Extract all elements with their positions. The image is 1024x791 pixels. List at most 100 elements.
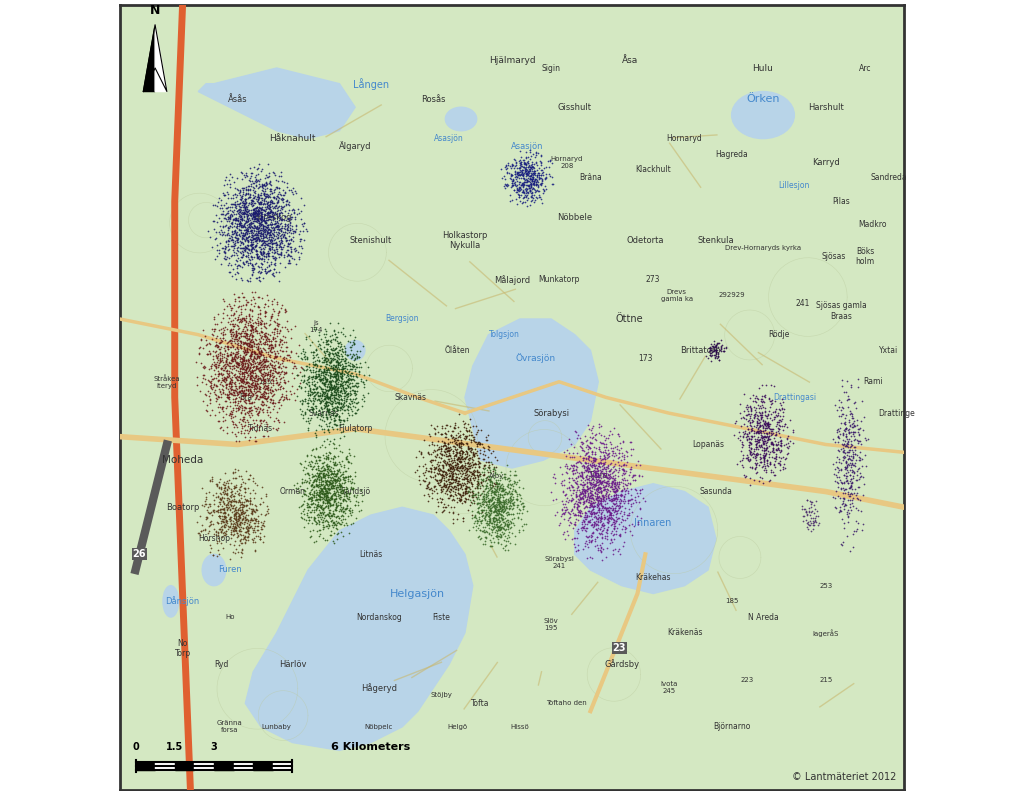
Point (265, 341, 282, 354)
Point (232, 221, 249, 233)
Point (234, 166, 251, 179)
Point (260, 233, 276, 245)
Point (741, 401, 758, 414)
Point (241, 243, 257, 255)
Point (279, 240, 295, 253)
Point (467, 510, 483, 523)
Point (225, 388, 242, 401)
Point (573, 516, 590, 528)
Point (288, 222, 304, 235)
Point (327, 433, 343, 445)
Point (339, 499, 355, 512)
Point (245, 209, 261, 221)
Point (449, 448, 465, 460)
Point (312, 395, 329, 407)
Point (583, 489, 599, 501)
Point (767, 429, 783, 441)
Point (316, 354, 333, 366)
Point (306, 386, 323, 399)
Point (240, 365, 256, 378)
Point (256, 192, 272, 205)
Point (513, 169, 529, 182)
Point (275, 252, 292, 264)
Point (223, 411, 240, 424)
Point (255, 271, 271, 284)
Point (517, 174, 534, 187)
Point (271, 324, 288, 336)
Point (237, 312, 253, 325)
Point (297, 331, 313, 343)
Point (598, 464, 614, 477)
Point (339, 400, 355, 413)
Point (840, 452, 856, 465)
Point (227, 404, 244, 417)
Point (754, 411, 770, 423)
Point (213, 257, 229, 270)
Point (446, 454, 463, 467)
Point (244, 221, 260, 233)
Point (492, 500, 508, 513)
Point (751, 434, 767, 447)
Point (741, 416, 758, 429)
Point (757, 388, 773, 401)
Point (317, 468, 334, 481)
Point (310, 489, 327, 501)
Point (425, 471, 441, 483)
Point (237, 403, 253, 416)
Point (447, 437, 464, 449)
Point (242, 423, 258, 436)
Point (587, 465, 603, 478)
Point (207, 323, 223, 335)
Point (807, 513, 823, 526)
Point (274, 225, 291, 238)
Point (246, 177, 262, 190)
Point (589, 531, 605, 543)
Point (330, 340, 346, 353)
Point (843, 459, 859, 471)
Point (340, 376, 356, 388)
Point (633, 512, 649, 524)
Point (835, 445, 851, 457)
Point (483, 489, 500, 501)
Point (237, 515, 253, 528)
Point (231, 402, 248, 414)
Point (336, 505, 352, 517)
Text: Alby: Alby (488, 473, 504, 479)
Point (466, 457, 482, 470)
Point (256, 366, 272, 379)
Point (473, 532, 489, 544)
Point (217, 327, 233, 340)
Point (803, 517, 819, 529)
Point (251, 217, 267, 229)
Point (318, 461, 335, 474)
Point (435, 460, 452, 473)
Point (246, 472, 262, 485)
Point (557, 501, 573, 513)
Point (342, 494, 358, 507)
Point (331, 492, 347, 505)
Point (600, 448, 616, 460)
Point (261, 206, 278, 219)
Point (632, 459, 648, 471)
Point (315, 467, 332, 480)
Point (840, 474, 856, 486)
Point (771, 419, 787, 432)
Point (258, 500, 274, 513)
Point (237, 394, 253, 407)
Point (228, 521, 245, 534)
Point (517, 157, 534, 169)
Point (285, 182, 301, 195)
Point (432, 473, 449, 486)
Point (486, 479, 503, 492)
Point (444, 492, 461, 505)
Point (494, 501, 510, 513)
Point (232, 348, 249, 361)
Text: Drev-Hornaryds kyrka: Drev-Hornaryds kyrka (725, 245, 801, 252)
Point (754, 396, 770, 408)
Point (571, 456, 588, 469)
Point (236, 357, 252, 369)
Point (469, 465, 485, 478)
Point (766, 413, 782, 426)
Point (248, 202, 264, 214)
Point (241, 519, 257, 532)
